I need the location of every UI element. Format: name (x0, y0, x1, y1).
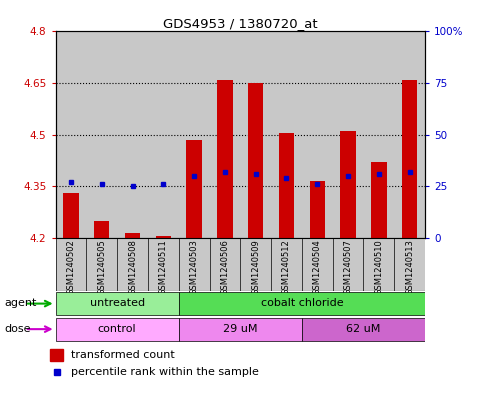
Text: 62 uM: 62 uM (346, 323, 381, 334)
Bar (371, 162, 386, 238)
Bar (179, 292, 425, 315)
Bar (56, 292, 179, 315)
Bar (56, 31, 86, 238)
Text: dose: dose (5, 323, 31, 334)
Bar (402, 79, 417, 238)
Bar (394, 31, 425, 238)
Bar (341, 131, 356, 238)
Bar (271, 238, 302, 291)
Bar (117, 238, 148, 291)
Text: cobalt chloride: cobalt chloride (260, 298, 343, 308)
Bar (302, 31, 333, 238)
Bar (240, 238, 271, 291)
Bar (148, 31, 179, 238)
Bar (333, 238, 364, 291)
Bar (217, 79, 233, 238)
Bar (86, 31, 117, 238)
Bar (302, 238, 333, 291)
Bar (117, 31, 148, 238)
Bar (210, 238, 240, 291)
Bar (279, 133, 294, 238)
Title: GDS4953 / 1380720_at: GDS4953 / 1380720_at (163, 17, 318, 30)
Bar (179, 238, 210, 291)
Bar (179, 318, 302, 341)
Bar (125, 233, 140, 238)
Text: agent: agent (5, 298, 37, 308)
Bar (271, 31, 302, 238)
Text: GSM1240513: GSM1240513 (405, 239, 414, 295)
Bar (302, 318, 425, 341)
Text: GSM1240503: GSM1240503 (190, 239, 199, 295)
Bar (248, 83, 263, 238)
Text: GSM1240512: GSM1240512 (282, 239, 291, 295)
Bar (56, 318, 179, 341)
Text: GSM1240505: GSM1240505 (97, 239, 106, 295)
Bar (210, 31, 240, 238)
Bar (156, 236, 171, 238)
Text: GSM1240506: GSM1240506 (220, 239, 229, 295)
Text: transformed count: transformed count (71, 350, 174, 360)
Text: GSM1240510: GSM1240510 (374, 239, 384, 295)
Bar (186, 140, 202, 238)
Bar (56, 238, 86, 291)
Bar (179, 31, 210, 238)
Bar (63, 193, 79, 238)
Text: GSM1240511: GSM1240511 (159, 239, 168, 295)
Text: 29 uM: 29 uM (223, 323, 257, 334)
Bar (94, 220, 110, 238)
Bar (364, 31, 394, 238)
Text: untreated: untreated (89, 298, 145, 308)
Bar (310, 181, 325, 238)
Bar (394, 238, 425, 291)
Bar (86, 238, 117, 291)
Bar (240, 31, 271, 238)
Text: GSM1240508: GSM1240508 (128, 239, 137, 295)
Bar (364, 238, 394, 291)
Text: percentile rank within the sample: percentile rank within the sample (71, 367, 258, 377)
Text: GSM1240509: GSM1240509 (251, 239, 260, 295)
Bar (50, 349, 63, 361)
Text: control: control (98, 323, 136, 334)
Bar (333, 31, 364, 238)
Text: GSM1240504: GSM1240504 (313, 239, 322, 295)
Bar (148, 238, 179, 291)
Text: GSM1240502: GSM1240502 (67, 239, 75, 295)
Text: GSM1240507: GSM1240507 (343, 239, 353, 295)
